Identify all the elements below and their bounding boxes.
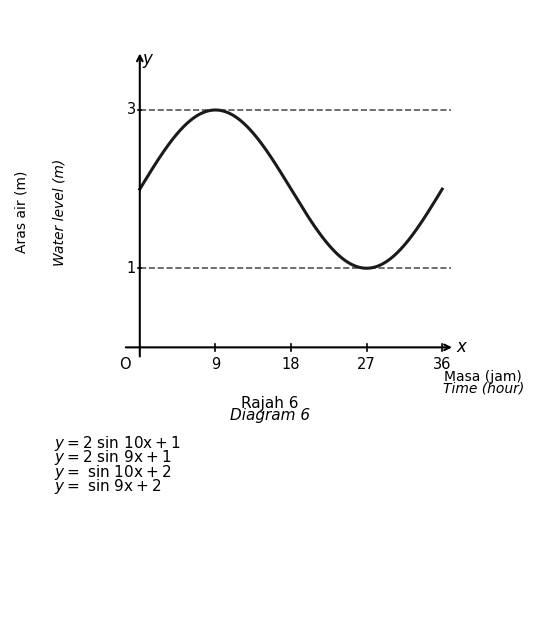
Text: Masa (jam): Masa (jam) bbox=[444, 370, 522, 384]
Text: Aras air (m): Aras air (m) bbox=[15, 171, 29, 253]
Text: 9: 9 bbox=[211, 357, 220, 372]
Text: 36: 36 bbox=[433, 357, 451, 372]
Text: $x$: $x$ bbox=[456, 339, 469, 356]
Text: Rajah 6: Rajah 6 bbox=[241, 396, 299, 411]
Text: Water level (m): Water level (m) bbox=[52, 158, 66, 266]
Text: 1: 1 bbox=[126, 261, 136, 276]
Text: Diagram 6: Diagram 6 bbox=[230, 408, 310, 423]
Text: $y$: $y$ bbox=[143, 53, 155, 70]
Text: $y = \ \rm{sin}\ 9x + 2$: $y = \ \rm{sin}\ 9x + 2$ bbox=[54, 477, 161, 496]
Text: $y = \ \rm{sin}\ 10x + 2$: $y = \ \rm{sin}\ 10x + 2$ bbox=[54, 463, 171, 482]
Text: $y = 2\ \rm{sin}\ 10x + 1$: $y = 2\ \rm{sin}\ 10x + 1$ bbox=[54, 434, 181, 453]
Text: $y = 2\ \rm{sin}\ 9x + 1$: $y = 2\ \rm{sin}\ 9x + 1$ bbox=[54, 448, 171, 467]
Text: 3: 3 bbox=[126, 103, 136, 118]
Text: Time (hour): Time (hour) bbox=[443, 382, 524, 396]
Text: 18: 18 bbox=[282, 357, 300, 372]
Text: O: O bbox=[119, 357, 131, 372]
Text: 27: 27 bbox=[357, 357, 376, 372]
